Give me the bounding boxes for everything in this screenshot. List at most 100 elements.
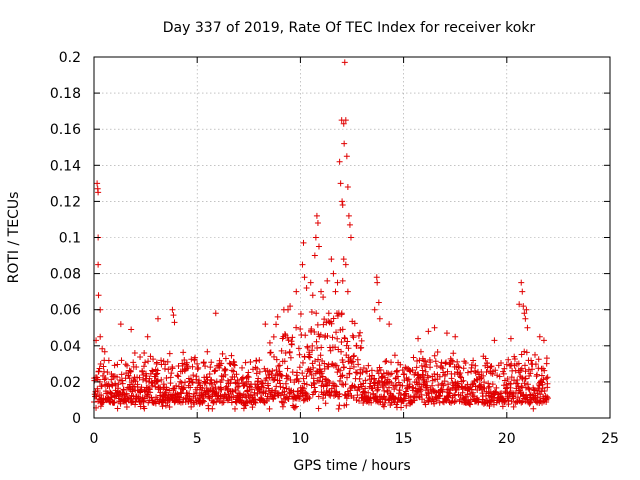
data-point (455, 380, 462, 387)
data-point (429, 382, 436, 389)
data-point (97, 333, 104, 340)
x-tick-label: 5 (193, 431, 202, 447)
data-point (228, 376, 235, 383)
data-point (208, 359, 215, 366)
data-point (409, 366, 416, 373)
data-point (469, 389, 476, 396)
data-point (204, 348, 211, 355)
data-point (304, 343, 311, 350)
data-point (293, 288, 300, 295)
x-axis-title: GPS time / hours (293, 458, 410, 474)
data-point (146, 375, 153, 382)
data-point (505, 356, 512, 363)
data-point (307, 368, 314, 375)
data-point (371, 375, 378, 382)
data-point (525, 385, 532, 392)
data-point (158, 376, 165, 383)
data-point (530, 405, 537, 412)
data-point (544, 380, 551, 387)
data-point (371, 306, 378, 313)
data-point (344, 183, 351, 190)
data-point (312, 388, 319, 395)
data-point (359, 369, 366, 376)
data-point (341, 334, 348, 341)
data-point (420, 372, 427, 379)
data-point (276, 362, 283, 369)
data-point (271, 376, 278, 383)
data-point (187, 384, 194, 391)
data-point (486, 383, 493, 390)
data-point (345, 212, 352, 219)
data-point (328, 256, 335, 263)
data-point (481, 379, 488, 386)
data-point (351, 383, 358, 390)
data-point (541, 388, 548, 395)
data-point (313, 212, 320, 219)
data-point (310, 364, 317, 371)
data-point (175, 383, 182, 390)
data-point (299, 359, 306, 366)
data-point (140, 372, 147, 378)
data-point (339, 359, 346, 366)
data-point (544, 393, 551, 400)
data-point (188, 403, 195, 410)
data-point (281, 388, 288, 395)
data-point (328, 385, 335, 392)
data-point (479, 390, 486, 397)
data-point (267, 349, 274, 356)
data-point (535, 356, 542, 363)
data-point (322, 400, 329, 407)
data-point (417, 386, 424, 393)
data-point (325, 377, 332, 384)
data-point (311, 252, 318, 259)
data-point (166, 403, 173, 410)
data-point (532, 361, 539, 368)
data-point (281, 358, 288, 365)
data-point (253, 358, 260, 365)
data-point (442, 360, 449, 367)
data-point (277, 392, 284, 399)
y-tick-label: 0.06 (50, 303, 81, 319)
data-point (289, 334, 296, 341)
data-point (512, 389, 519, 396)
data-point (522, 315, 529, 322)
data-point (507, 380, 514, 387)
data-point (375, 299, 382, 306)
data-point (427, 386, 434, 393)
data-point (313, 338, 320, 345)
data-point (318, 344, 325, 351)
data-point (399, 367, 406, 374)
data-point (452, 333, 459, 340)
y-tick-label: 0 (72, 411, 81, 427)
data-point (501, 399, 508, 406)
data-point (398, 404, 405, 411)
data-point (397, 361, 404, 368)
data-point (222, 391, 229, 398)
data-point (522, 368, 529, 375)
data-point (498, 390, 505, 397)
data-point (375, 399, 382, 406)
data-point (394, 373, 401, 380)
data-point (341, 140, 348, 147)
data-point (180, 385, 187, 392)
data-point (365, 362, 372, 369)
data-point (310, 389, 317, 396)
data-point (94, 388, 101, 395)
data-point (510, 395, 517, 402)
data-point (276, 377, 283, 384)
y-tick-label: 0.12 (50, 194, 81, 210)
data-point (236, 380, 243, 387)
data-point (391, 352, 398, 359)
data-point (102, 375, 109, 382)
data-point (342, 381, 349, 388)
data-point (184, 365, 191, 372)
data-point (384, 388, 391, 395)
data-point (169, 306, 176, 313)
data-point (177, 389, 184, 396)
data-point (431, 324, 438, 331)
data-point (508, 374, 515, 381)
data-point (270, 376, 277, 383)
data-point (448, 357, 455, 364)
data-point (423, 378, 430, 385)
